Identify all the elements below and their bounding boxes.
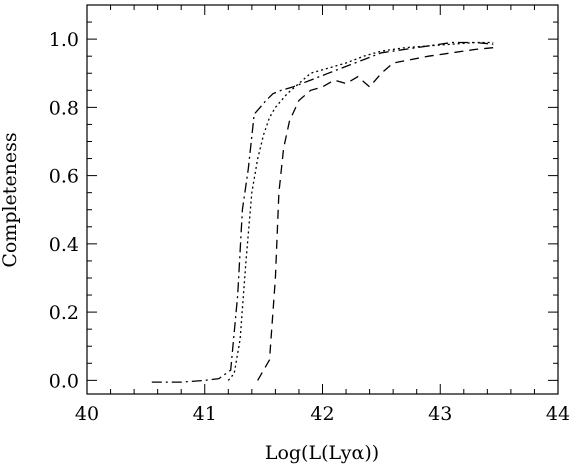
x-tick-label: 43	[428, 403, 452, 425]
y-tick-label: 0.2	[49, 302, 79, 324]
y-axis-label: Completeness	[0, 132, 21, 267]
series-line-dash-dot	[151, 41, 494, 383]
y-tick-label: 0.6	[49, 166, 79, 188]
y-tick-label: 1.0	[49, 29, 79, 51]
x-tick-label: 42	[310, 403, 334, 425]
y-tick-label: 0.0	[49, 370, 79, 392]
plot-frame	[86, 4, 559, 395]
x-tick-label: 40	[75, 403, 99, 425]
axis-ticks	[86, 4, 559, 394]
axis-tick-labels: 40 41 42 43 44 0.0 0.2 0.4 0.6 0.8 1.0	[49, 29, 570, 425]
series-line-dashed	[257, 47, 494, 381]
x-tick-label: 44	[546, 403, 570, 425]
y-tick-label: 0.8	[49, 97, 79, 119]
y-tick-label: 0.4	[49, 234, 79, 256]
x-tick-label: 41	[193, 403, 217, 425]
series-line-dotted	[227, 41, 494, 381]
series-group	[151, 41, 494, 383]
x-axis-label: Log(L(Lyα))	[265, 442, 379, 464]
